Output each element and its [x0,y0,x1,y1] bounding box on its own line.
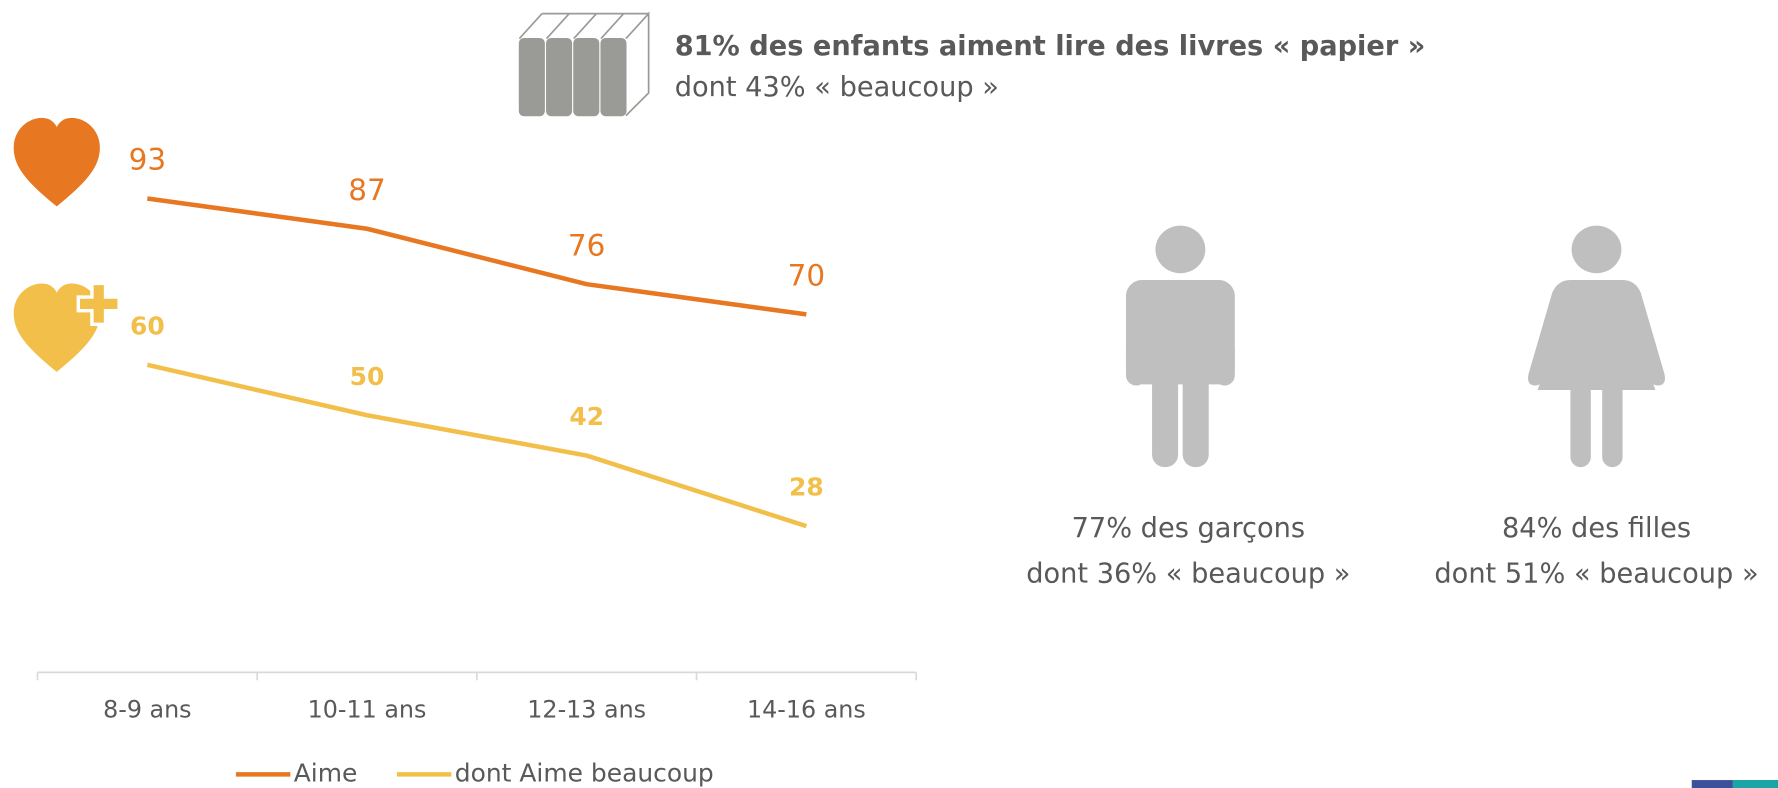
data-label: 93 [129,143,166,177]
girls-title: 84% des filles [1502,513,1691,544]
books-title: 81% des enfants aiment lire des livres «… [675,31,1426,62]
girls-subtitle: dont 51% « beaucoup » [1434,558,1758,589]
boys-title: 77% des garçons [1072,513,1305,544]
boys-subtitle: dont 36% « beaucoup » [1026,558,1350,589]
line [147,196,807,317]
data-label: 76 [568,228,606,262]
line [146,362,808,529]
data-label: 70 [788,259,825,293]
heart-icon [13,117,100,207]
legend-label: Aime [294,758,358,787]
data-label: 60 [130,311,165,340]
plus-icon [76,281,121,326]
data-label: 87 [348,173,386,207]
data-label: 50 [350,362,385,391]
x-tick-label: 8-9 ans [103,695,192,723]
data-label: 42 [569,402,604,431]
legend-label: dont Aime beaucoup [455,758,714,787]
x-tick-label: 10-11 ans [308,695,427,723]
x-tick-label: 14-16 ans [747,695,866,723]
man-icon [1125,225,1235,468]
data-label: 28 [789,473,824,502]
logo [1732,780,1778,788]
x-tick-label: 12-13 ans [527,695,646,723]
books-icon [518,11,650,117]
woman-icon [1528,225,1665,468]
books-subtitle: dont 43% « beaucoup » [675,72,999,103]
